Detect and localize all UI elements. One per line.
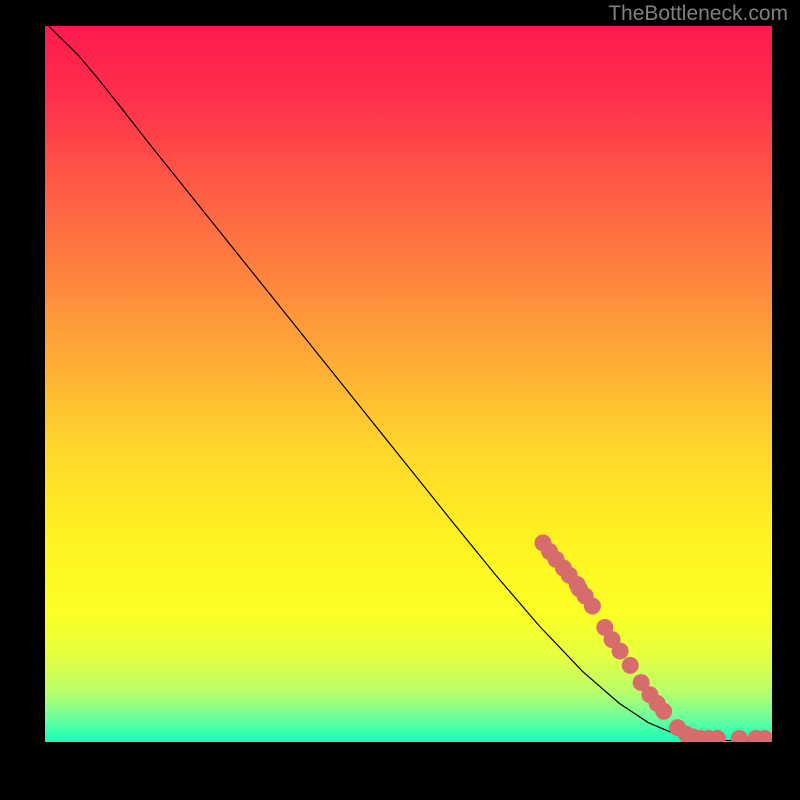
chart-marker	[622, 657, 639, 674]
watermark-text: TheBottleneck.com	[608, 2, 788, 26]
chart-marker	[584, 597, 601, 614]
chart-background	[45, 26, 772, 742]
chart-marker	[612, 643, 629, 660]
chart-svg	[45, 26, 772, 742]
chart-plot-area	[45, 26, 772, 742]
chart-marker	[655, 703, 672, 720]
